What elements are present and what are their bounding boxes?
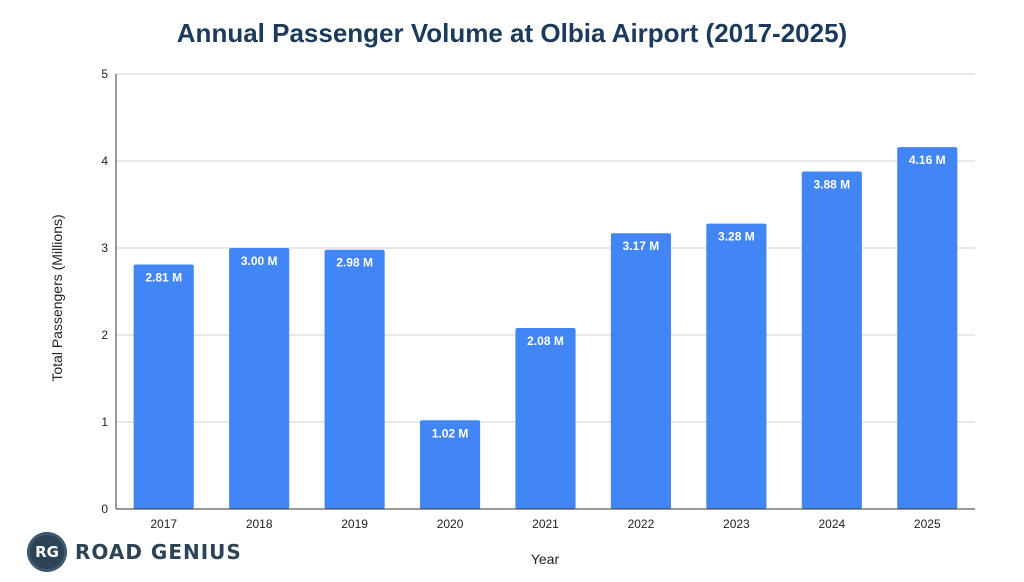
bar-2022 bbox=[610, 233, 672, 509]
x-tick-label: 2018 bbox=[246, 517, 273, 531]
x-tick-label: 2019 bbox=[341, 517, 368, 531]
x-axis-title: Year bbox=[531, 551, 560, 567]
y-tick-label: 1 bbox=[101, 415, 108, 429]
bar-2020 bbox=[419, 420, 481, 509]
bar-2018 bbox=[229, 248, 290, 509]
data-label-2024: 3.88 M bbox=[813, 177, 850, 191]
x-tick-label: 2021 bbox=[532, 517, 559, 531]
x-tick-label: 2017 bbox=[150, 517, 177, 531]
x-tick-label: 2025 bbox=[914, 517, 941, 531]
x-tick-label: 2022 bbox=[628, 517, 655, 531]
y-tick-label: 3 bbox=[101, 241, 108, 255]
data-labels: 2.81 M 3.00 M 2.98 M 1.02 M 2.08 M 3.17 M 3.28… bbox=[145, 153, 945, 440]
bars bbox=[133, 147, 958, 510]
x-tick-label: 2023 bbox=[723, 517, 750, 531]
bar-2024 bbox=[801, 171, 862, 509]
bar-2019 bbox=[324, 249, 385, 510]
data-label-2020: 1.02 M bbox=[432, 426, 469, 440]
data-label-2023: 3.28 M bbox=[718, 230, 755, 244]
data-label-2022: 3.17 M bbox=[623, 239, 660, 253]
y-tick-label: 2 bbox=[101, 328, 108, 342]
y-axis-ticks: 0 1 2 3 4 5 bbox=[101, 67, 108, 516]
logo-text: ROAD GENIUS bbox=[75, 540, 242, 564]
chart-title: Annual Passenger Volume at Olbia Airport… bbox=[177, 18, 847, 48]
x-tick-label: 2020 bbox=[437, 517, 464, 531]
x-axis-ticks: 2017 2018 2019 2020 2021 2022 2023 2024 2025 bbox=[150, 517, 941, 531]
y-axis-title: Total Passengers (Millions) bbox=[49, 214, 65, 381]
y-tick-label: 5 bbox=[101, 67, 108, 81]
data-label-2025: 4.16 M bbox=[909, 153, 946, 167]
data-label-2021: 2.08 M bbox=[527, 334, 564, 348]
data-label-2019: 2.98 M bbox=[336, 256, 373, 270]
x-tick-label: 2024 bbox=[818, 517, 845, 531]
data-label-2018: 3.00 M bbox=[241, 254, 278, 268]
bar-2023 bbox=[706, 223, 767, 509]
y-tick-label: 4 bbox=[101, 154, 108, 168]
data-label-2017: 2.81 M bbox=[145, 271, 182, 285]
bar-2021 bbox=[515, 328, 576, 509]
logo-badge: RG bbox=[27, 532, 67, 572]
road-genius-logo: RG ROAD GENIUS bbox=[27, 532, 242, 572]
bar-2025 bbox=[897, 147, 958, 509]
y-tick-label: 0 bbox=[101, 502, 108, 516]
bar-2017 bbox=[133, 264, 194, 509]
